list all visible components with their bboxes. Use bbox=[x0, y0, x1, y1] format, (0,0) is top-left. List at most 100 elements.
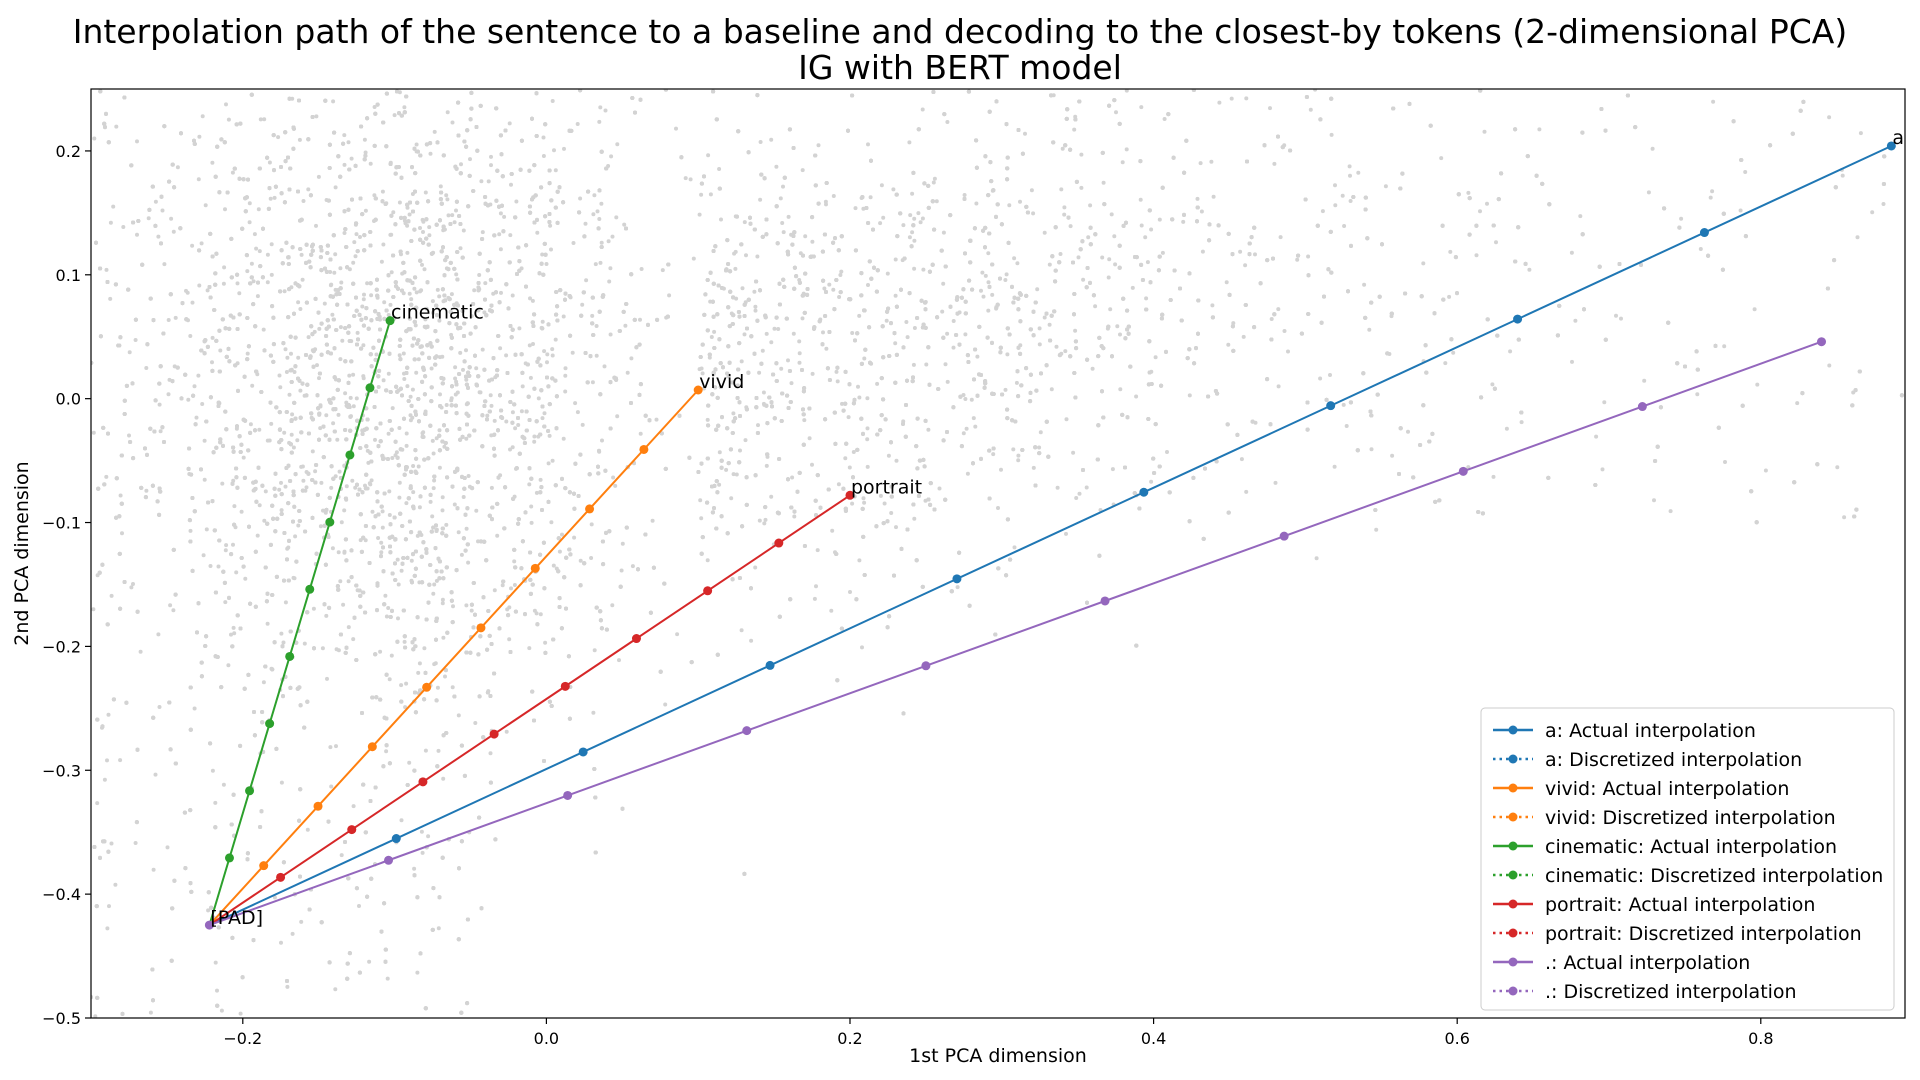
background-point bbox=[1842, 515, 1847, 520]
background-point bbox=[1519, 420, 1524, 425]
background-point bbox=[299, 252, 304, 257]
background-point bbox=[964, 426, 969, 431]
background-point bbox=[667, 293, 672, 298]
background-point bbox=[1211, 194, 1216, 199]
background-point bbox=[865, 426, 870, 431]
background-point bbox=[1329, 132, 1334, 137]
background-point bbox=[322, 301, 327, 306]
background-point bbox=[420, 850, 425, 855]
background-point bbox=[589, 556, 594, 560]
background-point bbox=[1594, 434, 1599, 439]
background-point bbox=[1042, 315, 1047, 320]
background-point bbox=[127, 433, 131, 438]
background-point bbox=[591, 710, 596, 715]
background-point bbox=[333, 185, 338, 190]
background-point bbox=[118, 758, 123, 763]
background-point bbox=[314, 223, 318, 228]
background-point bbox=[390, 406, 395, 411]
background-point bbox=[412, 286, 417, 291]
background-point bbox=[284, 370, 289, 374]
background-point bbox=[318, 524, 323, 529]
background-point bbox=[402, 639, 407, 644]
background-point bbox=[456, 713, 461, 718]
background-point bbox=[382, 300, 387, 305]
background-point bbox=[362, 292, 366, 297]
background-point bbox=[206, 908, 211, 913]
background-point bbox=[561, 314, 566, 319]
background-point bbox=[908, 213, 913, 218]
background-point bbox=[1109, 212, 1114, 217]
background-point bbox=[407, 760, 412, 765]
background-point bbox=[961, 393, 966, 397]
background-point bbox=[850, 501, 855, 506]
background-point bbox=[608, 332, 613, 337]
background-point bbox=[507, 605, 512, 610]
background-point bbox=[432, 129, 437, 134]
background-point bbox=[541, 154, 546, 158]
background-point bbox=[361, 297, 366, 302]
background-point bbox=[1342, 224, 1347, 228]
background-point bbox=[912, 216, 917, 221]
background-point bbox=[753, 304, 758, 309]
background-point bbox=[397, 426, 402, 430]
background-point bbox=[1490, 382, 1495, 387]
background-point bbox=[810, 239, 815, 244]
background-point bbox=[454, 208, 458, 213]
background-point bbox=[740, 286, 745, 291]
background-point bbox=[837, 295, 842, 299]
background-point bbox=[269, 242, 274, 247]
background-point bbox=[114, 124, 119, 129]
background-point bbox=[1348, 199, 1353, 203]
background-point bbox=[277, 487, 282, 492]
background-point bbox=[923, 498, 928, 503]
background-point bbox=[1217, 100, 1222, 105]
background-point bbox=[474, 508, 479, 513]
background-point bbox=[440, 597, 445, 602]
background-point bbox=[510, 293, 515, 298]
background-point bbox=[1478, 209, 1482, 214]
background-point bbox=[1035, 287, 1040, 292]
background-point bbox=[333, 252, 338, 257]
background-point bbox=[502, 214, 507, 219]
background-point bbox=[541, 135, 546, 140]
background-point bbox=[461, 495, 466, 499]
background-point bbox=[279, 631, 284, 636]
background-point bbox=[660, 268, 665, 273]
background-point bbox=[301, 199, 306, 203]
background-point bbox=[354, 232, 359, 237]
background-point bbox=[951, 319, 956, 323]
background-point bbox=[108, 220, 113, 225]
background-point bbox=[1079, 185, 1084, 190]
background-point bbox=[404, 431, 409, 436]
background-point bbox=[812, 596, 817, 601]
background-point bbox=[590, 313, 595, 318]
background-point bbox=[333, 987, 338, 992]
background-point bbox=[1149, 227, 1154, 232]
background-point bbox=[383, 593, 388, 598]
background-point bbox=[279, 508, 284, 513]
background-point bbox=[931, 180, 936, 185]
background-point bbox=[469, 608, 474, 613]
background-point bbox=[802, 418, 807, 423]
background-point bbox=[797, 360, 802, 365]
background-point bbox=[452, 220, 457, 225]
background-point bbox=[402, 377, 407, 381]
background-point bbox=[529, 504, 534, 509]
background-point bbox=[290, 931, 295, 936]
background-point bbox=[444, 193, 449, 198]
background-point bbox=[437, 318, 442, 323]
background-point bbox=[298, 307, 303, 311]
background-point bbox=[342, 133, 347, 138]
background-point bbox=[1527, 267, 1532, 272]
background-point bbox=[1698, 247, 1703, 251]
background-point bbox=[543, 640, 548, 645]
background-point bbox=[394, 450, 399, 455]
background-point bbox=[509, 182, 513, 187]
background-point bbox=[1093, 304, 1098, 309]
background-point bbox=[580, 422, 585, 427]
background-point bbox=[111, 204, 116, 209]
background-point bbox=[894, 458, 899, 463]
background-point bbox=[267, 438, 272, 443]
background-point bbox=[437, 294, 442, 299]
background-point bbox=[449, 396, 454, 401]
